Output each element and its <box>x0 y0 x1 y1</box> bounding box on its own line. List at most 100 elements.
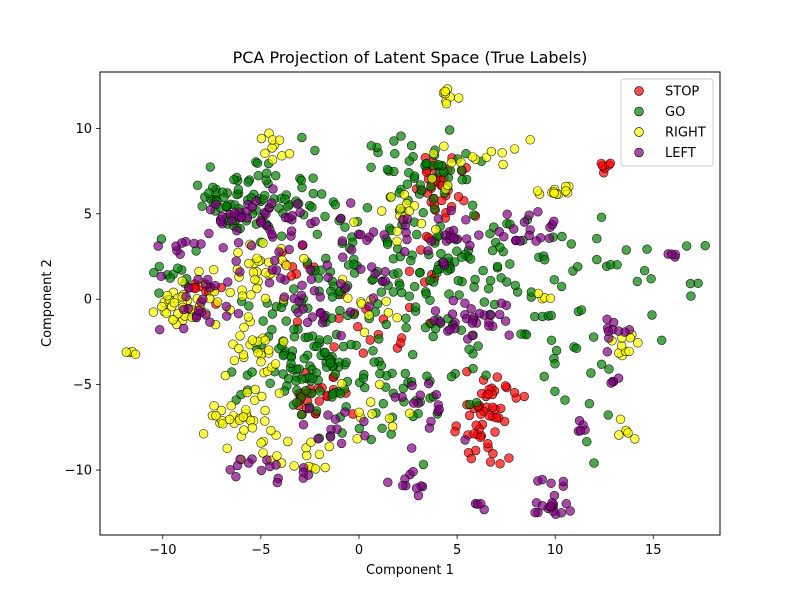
point-go <box>492 261 503 272</box>
point-go <box>572 262 583 272</box>
point-go <box>368 346 378 356</box>
point-left <box>304 404 315 414</box>
point-go <box>253 171 263 181</box>
point-right <box>498 159 508 170</box>
point-right <box>386 192 396 202</box>
point-right <box>256 438 266 448</box>
point-right <box>239 425 249 435</box>
point-right <box>252 253 262 264</box>
point-left <box>302 317 313 328</box>
point-left <box>565 506 575 516</box>
point-right <box>225 287 235 298</box>
point-right <box>324 441 334 452</box>
point-left <box>431 390 441 400</box>
point-right <box>256 133 267 144</box>
point-left <box>204 228 214 239</box>
point-left <box>364 301 374 311</box>
point-go <box>685 278 696 289</box>
point-right <box>224 414 235 425</box>
point-right <box>446 158 457 168</box>
point-stop <box>509 388 520 398</box>
point-left <box>345 307 356 317</box>
point-left <box>356 264 366 274</box>
point-stop <box>488 448 498 459</box>
point-go <box>325 358 336 368</box>
point-left <box>360 431 370 441</box>
point-go <box>639 266 650 276</box>
point-left <box>519 217 530 227</box>
point-go <box>338 341 349 352</box>
point-left <box>232 226 242 236</box>
point-go <box>406 140 417 151</box>
point-left <box>407 443 417 453</box>
point-right <box>267 143 277 153</box>
point-left <box>433 214 443 224</box>
point-go <box>589 458 599 468</box>
point-right <box>161 308 172 318</box>
point-right <box>279 337 289 347</box>
point-go <box>584 399 595 409</box>
point-go <box>429 204 440 214</box>
point-left <box>309 286 320 296</box>
point-right <box>212 297 223 307</box>
point-right <box>395 204 406 214</box>
point-stop <box>475 432 486 442</box>
point-right <box>229 355 240 366</box>
point-stop <box>404 266 415 276</box>
point-go <box>323 335 333 345</box>
point-left <box>362 235 372 246</box>
point-right <box>148 307 159 317</box>
point-go <box>396 131 406 141</box>
point-right <box>532 186 543 196</box>
point-left <box>179 304 189 315</box>
points-layer <box>121 84 710 519</box>
point-left <box>246 241 257 251</box>
point-left <box>266 198 277 208</box>
point-right <box>302 450 312 461</box>
point-go <box>588 332 599 342</box>
point-left <box>524 210 534 220</box>
point-right <box>258 238 268 248</box>
point-go <box>406 256 416 266</box>
point-left <box>346 198 356 208</box>
point-right <box>454 93 464 103</box>
point-stop <box>496 403 506 414</box>
point-stop <box>358 348 368 358</box>
point-left <box>276 273 286 283</box>
point-left <box>305 265 315 275</box>
point-right <box>337 379 347 389</box>
point-go <box>642 244 652 254</box>
point-go <box>382 239 393 250</box>
point-right <box>244 258 254 269</box>
point-left <box>244 458 254 468</box>
point-left <box>367 262 377 272</box>
legend-label-left: LEFT <box>665 146 696 161</box>
point-left <box>337 236 348 246</box>
point-left <box>193 274 203 285</box>
point-go <box>566 239 576 249</box>
point-go <box>414 268 425 278</box>
point-stop <box>466 454 476 464</box>
point-go <box>416 185 427 195</box>
point-right <box>267 155 278 165</box>
point-right <box>234 343 244 354</box>
point-go <box>292 385 302 395</box>
point-go <box>401 313 411 323</box>
point-go <box>303 332 313 342</box>
point-go <box>310 145 320 156</box>
point-left <box>461 215 471 225</box>
point-right <box>443 180 453 191</box>
point-go <box>421 158 432 169</box>
point-go <box>197 201 207 211</box>
point-left <box>316 308 326 318</box>
point-go <box>247 367 257 377</box>
point-left <box>313 434 323 444</box>
point-left <box>445 325 455 335</box>
point-go <box>219 192 229 203</box>
point-left <box>325 432 336 442</box>
point-left <box>340 407 350 417</box>
point-right <box>169 298 180 308</box>
point-left <box>409 398 419 408</box>
point-left <box>296 290 307 300</box>
point-go <box>317 189 327 199</box>
